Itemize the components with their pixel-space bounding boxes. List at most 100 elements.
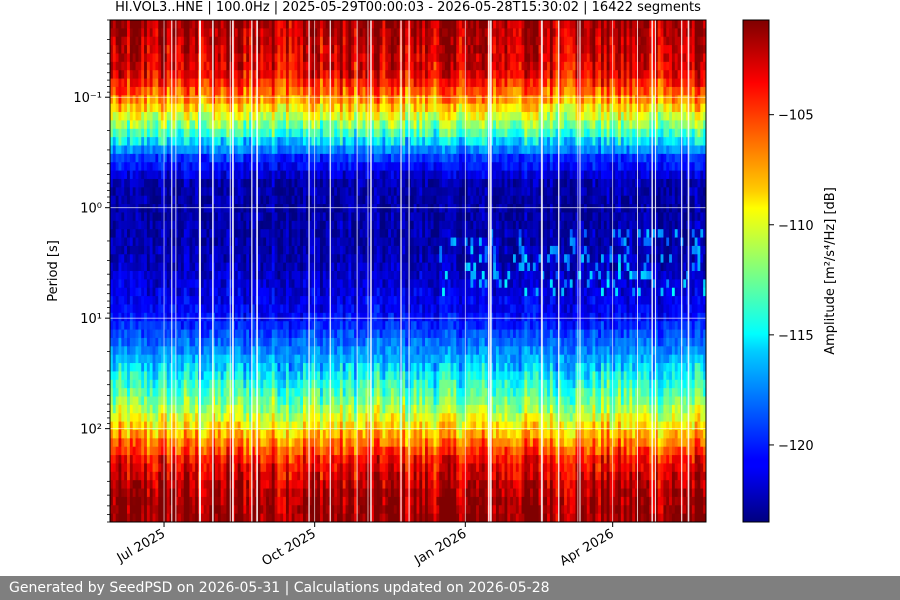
- heatmap-cell: [257, 220, 262, 230]
- heatmap-cell: [246, 254, 250, 264]
- heatmap-cell: [161, 354, 165, 364]
- heatmap-cell: [121, 446, 125, 456]
- heatmap-cell: [195, 296, 199, 306]
- heatmap-cell: [300, 505, 304, 515]
- heatmap-cell: [195, 496, 199, 506]
- heatmap-cell: [215, 204, 219, 214]
- heatmap-cell: [178, 513, 182, 522]
- heatmap-cell: [115, 488, 120, 498]
- heatmap-cell: [220, 413, 225, 423]
- heatmap-cell: [149, 429, 154, 439]
- heatmap-cell: [240, 496, 244, 506]
- heatmap-cell: [240, 329, 244, 339]
- heatmap-cell: [175, 296, 179, 306]
- heatmap-cell: [215, 128, 219, 138]
- heatmap-cell: [229, 145, 233, 155]
- heatmap-cell: [180, 45, 185, 55]
- heatmap-cell: [161, 496, 165, 506]
- heatmap-cell: [320, 95, 324, 105]
- heatmap-cell: [274, 312, 279, 322]
- heatmap-cell: [260, 229, 264, 239]
- heatmap-cell: [285, 354, 290, 364]
- heatmap-cell: [297, 254, 301, 264]
- heatmap-cell: [325, 78, 330, 88]
- heatmap-cell: [189, 379, 193, 389]
- heatmap-cell: [317, 337, 321, 347]
- heatmap-cell: [186, 321, 191, 331]
- heatmap-cell: [300, 103, 304, 113]
- heatmap-cell: [317, 120, 321, 130]
- heatmap-cell: [263, 421, 267, 431]
- heatmap-cell: [112, 178, 117, 188]
- heatmap-cell: [325, 245, 330, 255]
- heatmap-cell: [155, 20, 159, 29]
- heatmap-cell: [240, 36, 244, 46]
- heatmap-cell: [237, 153, 242, 163]
- heatmap-cell: [115, 137, 120, 147]
- heatmap-cell: [229, 455, 233, 465]
- heatmap-cell: [118, 505, 122, 515]
- heatmap-cell: [251, 413, 256, 423]
- heatmap-cell: [161, 187, 165, 197]
- heatmap-cell: [226, 237, 230, 247]
- heatmap-cell: [206, 438, 210, 448]
- heatmap-cell: [288, 287, 293, 297]
- heatmap-cell: [314, 488, 318, 498]
- heatmap-cell: [243, 379, 247, 389]
- heatmap-cell: [342, 496, 347, 506]
- heatmap-cell: [285, 229, 290, 239]
- heatmap-cell: [217, 137, 222, 147]
- heatmap-cell: [243, 187, 247, 197]
- heatmap-cell: [322, 170, 327, 180]
- heatmap-cell: [257, 388, 262, 398]
- heatmap-cell: [129, 321, 134, 331]
- heatmap-cell: [124, 70, 128, 80]
- heatmap-cell: [149, 20, 154, 29]
- heatmap-cell: [172, 312, 176, 322]
- heatmap-cell: [302, 36, 307, 46]
- heatmap-cell: [305, 36, 310, 46]
- heatmap-cell: [339, 70, 344, 80]
- heatmap-cell: [317, 245, 321, 255]
- heatmap-cell: [334, 137, 338, 147]
- heatmap-cell: [263, 429, 267, 439]
- heatmap-cell: [129, 220, 134, 230]
- heatmap-cell: [124, 45, 128, 55]
- heatmap-cell: [163, 312, 168, 322]
- heatmap-cell: [183, 505, 188, 515]
- heatmap-cell: [158, 496, 162, 506]
- heatmap-cell: [178, 312, 182, 322]
- heatmap-cell: [138, 245, 142, 255]
- heatmap-cell: [322, 153, 327, 163]
- heatmap-cell: [144, 329, 148, 339]
- heatmap-cell: [189, 20, 193, 29]
- heatmap-cell: [121, 413, 125, 423]
- heatmap-cell: [121, 187, 125, 197]
- heatmap-cell: [260, 337, 264, 347]
- heatmap-cell: [325, 363, 330, 372]
- heatmap-cell: [186, 61, 191, 71]
- heatmap-cell: [158, 78, 162, 88]
- heatmap-cell: [308, 455, 313, 465]
- heatmap-cell: [192, 513, 196, 522]
- heatmap-cell: [144, 153, 148, 163]
- heatmap-cell: [135, 396, 139, 406]
- heatmap-cell: [146, 103, 151, 113]
- heatmap-cell: [274, 471, 279, 481]
- heatmap-cell: [203, 162, 208, 172]
- plot-area: [110, 20, 706, 522]
- heatmap-cell: [305, 321, 310, 331]
- heatmap-cell: [138, 220, 142, 230]
- heatmap-cell: [146, 170, 151, 180]
- heatmap-cell: [337, 195, 341, 205]
- heatmap-cell: [291, 36, 296, 46]
- heatmap-cell: [132, 237, 137, 247]
- heatmap-cell: [166, 178, 171, 188]
- heatmap-cell: [283, 337, 287, 347]
- heatmap-cell: [322, 120, 327, 130]
- heatmap-cell: [274, 262, 279, 272]
- heatmap-cell: [203, 112, 208, 121]
- heatmap-cell: [124, 505, 128, 515]
- heatmap-cell: [175, 229, 179, 239]
- heatmap-cell: [220, 471, 225, 481]
